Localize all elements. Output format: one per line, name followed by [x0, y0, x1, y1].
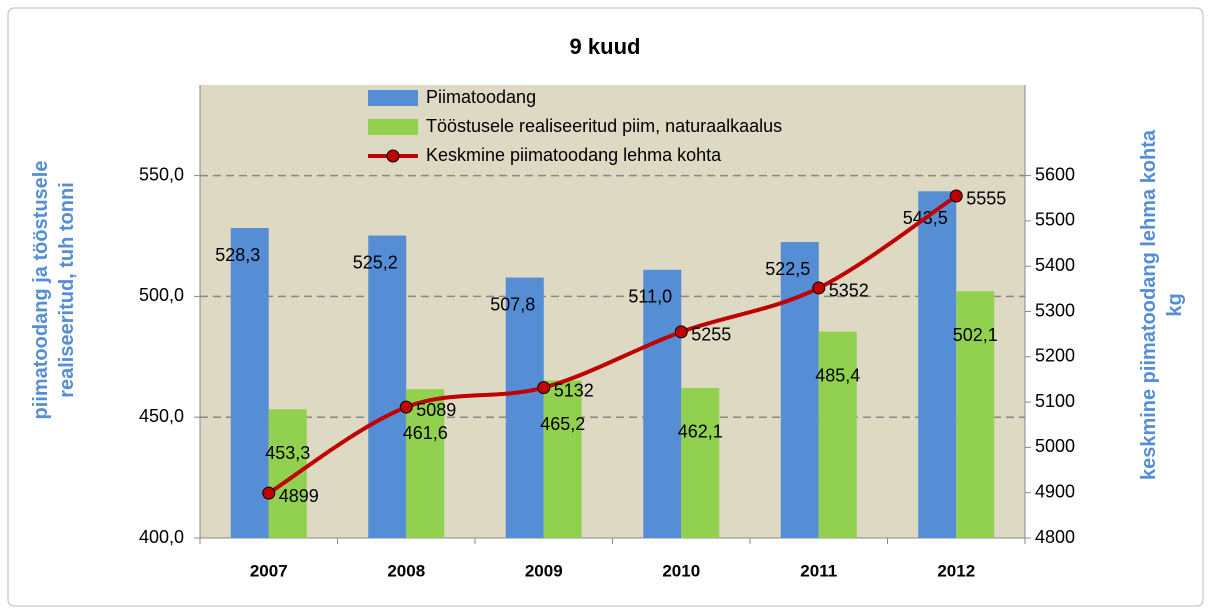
bar [505, 277, 544, 538]
value-label: 502,1 [953, 325, 998, 345]
bar [268, 409, 307, 538]
legend-label: Keskmine piimatoodang lehma kohta [426, 145, 722, 165]
line-marker [262, 486, 276, 500]
y-tick-label: 550,0 [139, 164, 184, 184]
bar [368, 235, 407, 539]
y2-tick-label: 4800 [1035, 527, 1075, 547]
bar [543, 380, 582, 538]
line-marker [949, 189, 963, 203]
line-marker [537, 381, 551, 395]
value-label: 453,3 [265, 443, 310, 463]
value-label: 465,2 [540, 414, 585, 434]
bar [818, 331, 857, 538]
value-label: 5555 [966, 189, 1006, 209]
y-tick-label: 500,0 [139, 285, 184, 305]
bar [643, 269, 682, 538]
x-tick-label: 2010 [662, 561, 700, 580]
y2-tick-label: 5300 [1035, 300, 1075, 320]
bar [918, 191, 957, 538]
legend-swatch [386, 149, 400, 163]
value-label: 462,1 [678, 422, 723, 442]
x-tick-label: 2008 [387, 561, 425, 580]
y2-tick-label: 5100 [1035, 391, 1075, 411]
value-label: 5352 [829, 281, 869, 301]
x-tick-label: 2012 [937, 561, 975, 580]
bar [956, 291, 995, 538]
y2-tick-label: 4900 [1035, 481, 1075, 501]
y-tick-label: 450,0 [139, 406, 184, 426]
bar [230, 228, 269, 538]
bar [681, 387, 720, 538]
y-tick-label: 400,0 [139, 527, 184, 547]
y2-tick-label: 5000 [1035, 436, 1075, 456]
value-label: 5089 [416, 400, 456, 420]
chart-title: 9 kuud [570, 34, 641, 59]
value-label: 525,2 [353, 252, 398, 272]
y2-tick-label: 5500 [1035, 210, 1075, 230]
value-label: 5255 [691, 325, 731, 345]
value-label: 461,6 [403, 423, 448, 443]
line-marker [399, 400, 413, 414]
legend-swatch [368, 119, 418, 135]
y2-tick-label: 5400 [1035, 255, 1075, 275]
x-tick-label: 2011 [800, 561, 837, 580]
x-tick-label: 2007 [250, 561, 288, 580]
line [267, 194, 958, 495]
legend-label: Piimatoodang [426, 87, 536, 107]
value-label: 4899 [279, 486, 319, 506]
y2-axis-title: keskmine piimatoodang lehma kohta kg [1138, 129, 1186, 480]
value-label: 507,8 [490, 294, 535, 314]
value-label: 528,3 [215, 245, 260, 265]
value-label: 5132 [554, 380, 594, 400]
line-marker [674, 325, 688, 339]
legend-swatch [368, 90, 418, 106]
value-label: 522,5 [765, 259, 810, 279]
value-label: 485,4 [815, 365, 860, 385]
bar [406, 389, 445, 538]
y-axis-title: piimatoodang ja tööstusele realiseeritud,… [30, 161, 78, 420]
line-marker [812, 281, 826, 295]
y2-tick-label: 5600 [1035, 164, 1075, 184]
plot-area [200, 85, 1025, 538]
x-tick-label: 2009 [525, 561, 563, 580]
legend-label: Tööstusele realiseeritud piim, naturaalk… [426, 116, 782, 136]
y2-tick-label: 5200 [1035, 346, 1075, 366]
value-label: 511,0 [628, 287, 672, 307]
